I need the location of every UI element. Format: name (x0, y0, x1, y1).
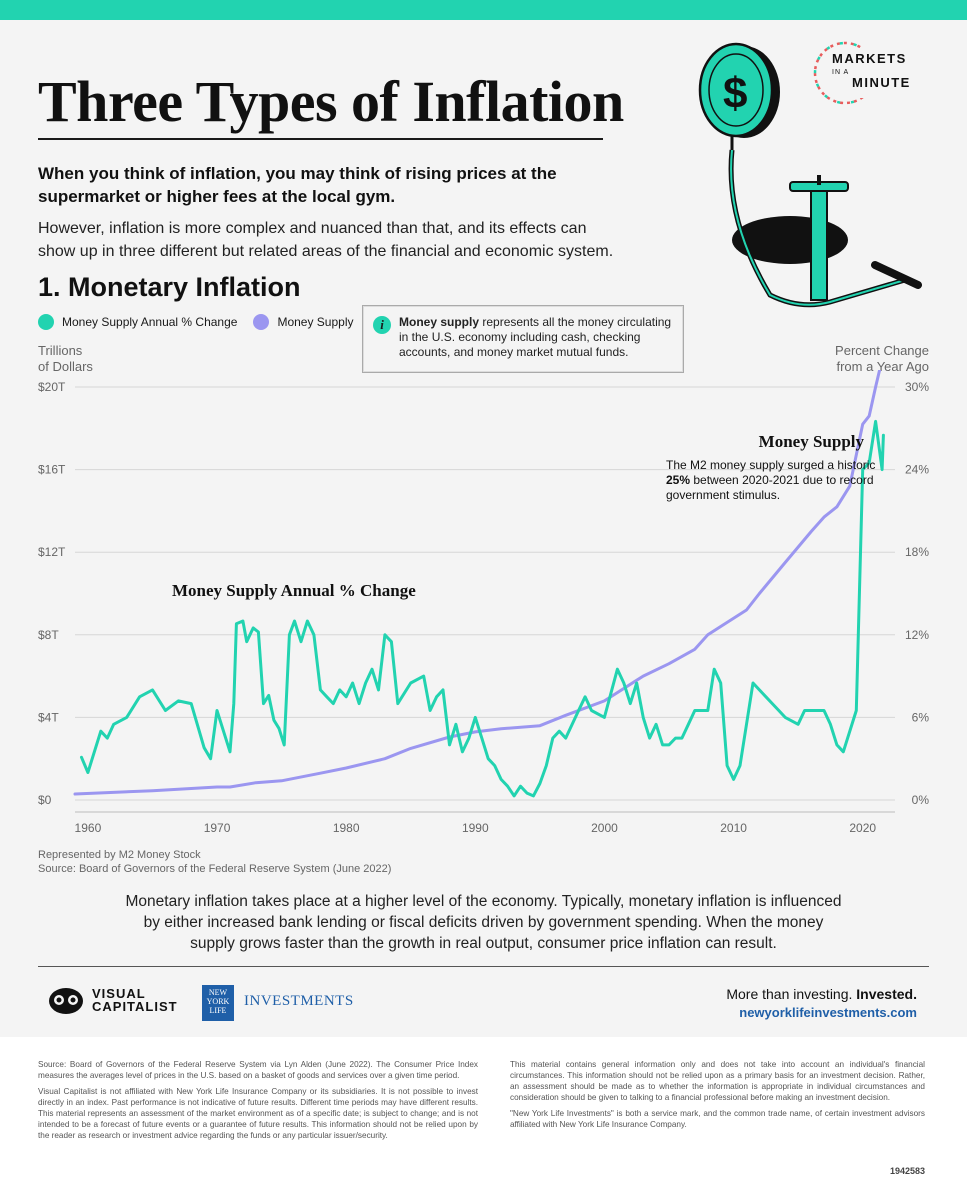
x-tick-label: 2000 (591, 821, 618, 835)
vc-line2: CAPITALIST (92, 999, 178, 1014)
legend-swatch-annual-change (38, 314, 54, 330)
section-title: 1. Monetary Inflation (38, 272, 301, 302)
disclaimer-left: Source: Board of Governors of the Federa… (38, 1059, 478, 1146)
x-tick-label: 1970 (204, 821, 231, 835)
section-description: Monetary inflation takes place at a high… (125, 893, 842, 952)
svg-text:$: $ (723, 69, 747, 118)
chart-legend: Money Supply Annual % Change Money Suppl… (38, 314, 370, 330)
brand-minute: MINUTE (852, 75, 911, 90)
right-axis-title-line1: Percent Change (835, 343, 929, 358)
right-tick-label: 12% (905, 628, 929, 642)
left-axis-title-line2: of Dollars (38, 359, 93, 374)
footer-panel (0, 1037, 967, 1200)
right-axis-title: Percent Change from a Year Ago (835, 343, 929, 375)
x-tick-label: 1990 (462, 821, 489, 835)
intro-text: However, inflation is more complex and n… (38, 220, 614, 260)
left-axis-title-line1: Trillions (38, 343, 83, 358)
disclaimer-right-1: This material contains general informati… (510, 1060, 925, 1102)
x-tick-label: 1960 (75, 821, 102, 835)
tagline: More than investing. Invested. (726, 986, 917, 1002)
money-supply-line (73, 370, 882, 796)
document-code: 1942583 (889, 1166, 925, 1176)
right-tick-label: 18% (905, 545, 929, 559)
visual-capitalist-icon (49, 988, 83, 1014)
chart-note-source: Source: Board of Governors of the Federa… (38, 863, 392, 875)
chart-note-represented: Represented by M2 Money Stock (38, 849, 201, 861)
markets-in-a-minute-logo-icon (813, 41, 930, 105)
brand-markets: MARKETS (832, 51, 907, 66)
pump-illustration: $ (698, 42, 922, 308)
legend-label-money-supply: Money Supply (277, 315, 354, 329)
disclaimer-left-1: Source: Board of Governors of the Federa… (38, 1060, 478, 1080)
left-tick-label: $20T (38, 380, 66, 394)
pump-body (810, 189, 828, 301)
disclaimer-right-2: "New York Life Investments" is both a se… (510, 1109, 925, 1129)
right-tick-label: 24% (905, 463, 929, 477)
right-axis-title-line2: from a Year Ago (836, 359, 929, 374)
website-link[interactable]: newyorklifeinvestments.com (739, 1005, 917, 1020)
annual-change-line (80, 419, 885, 798)
money-supply-chart: $0 $4T $8T $12T $16T $20T 0% 6% 12% 18% 24% 30% 1960… (38, 370, 930, 835)
left-axis-title: Trillions of Dollars (38, 343, 93, 375)
left-tick-label: $12T (38, 545, 66, 559)
right-tick-label: 0% (912, 793, 930, 807)
legend-swatch-money-supply (253, 314, 270, 330)
x-tick-label: 1980 (333, 821, 360, 835)
info-icon: i (373, 316, 391, 334)
money-supply-info-box: i Money supply represents all the money … (362, 305, 684, 373)
nyl-investments-wordmark: INVESTMENTS (244, 993, 354, 1009)
x-tick-label: 2020 (849, 821, 876, 835)
legend-label-annual-change: Money Supply Annual % Change (62, 315, 238, 329)
left-tick-label: $4T (38, 710, 59, 724)
brand-in-a: IN A (832, 69, 850, 76)
top-accent-bar (0, 0, 967, 20)
annotation-money-supply-title: Money Supply (759, 432, 865, 451)
chart-notes: Represented by M2 Money Stock Source: Bo… (38, 848, 391, 876)
disclaimer-right: This material contains general informati… (510, 1059, 925, 1135)
footer-divider (38, 966, 929, 967)
left-tick-label: $16T (38, 463, 66, 477)
legend-item-annual-change: Money Supply Annual % Change (38, 314, 237, 330)
page-title: Three Types of Inflation (38, 69, 624, 134)
intro-bold: When you think of inflation, you may thi… (38, 164, 557, 206)
title-divider (38, 138, 603, 140)
info-text: represents all the money circulating in … (399, 315, 672, 359)
right-tick-label: 30% (905, 380, 929, 394)
dollar-coin-icon: $ (698, 42, 780, 138)
disclaimer-left-2: Visual Capitalist is not affiliated with… (38, 1087, 478, 1140)
visual-capitalist-logo: VISUAL CAPITALIST (48, 985, 178, 1015)
new-york-life-logo: NEW YORK LIFE (202, 985, 234, 1021)
vc-line1: VISUAL (92, 986, 146, 1001)
left-tick-label: $0 (38, 793, 52, 807)
legend-item-money-supply: Money Supply (253, 314, 354, 330)
annotation-money-supply-text: The M2 money supply surged a historic 25%… (666, 458, 875, 502)
left-tick-label: $8T (38, 628, 59, 642)
info-term: Money supply (399, 315, 480, 329)
tagline-bold: Invested. (856, 986, 917, 1002)
tagline-light: More than investing. (726, 986, 857, 1002)
x-tick-label: 2010 (720, 821, 747, 835)
annotation-annual-change-title: Money Supply Annual % Change (172, 581, 416, 600)
right-tick-label: 6% (912, 710, 930, 724)
